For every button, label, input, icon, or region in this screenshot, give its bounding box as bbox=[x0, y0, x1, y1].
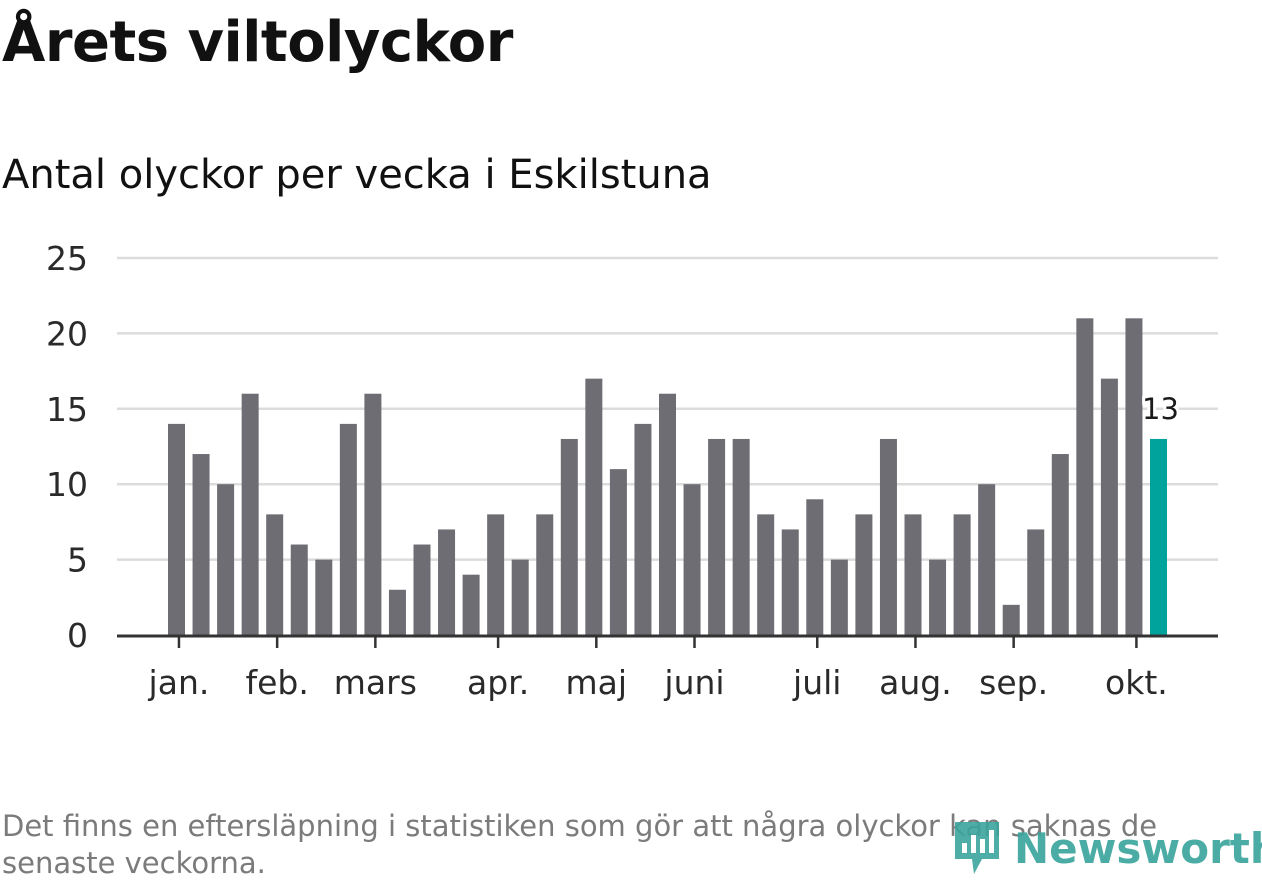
chart-subtitle: Antal olyckor per vecka i Eskilstuna bbox=[2, 152, 712, 198]
y-tick-label: 0 bbox=[67, 616, 88, 655]
bar bbox=[757, 514, 775, 635]
bar-labels: 13 bbox=[1139, 389, 1182, 429]
bar bbox=[487, 514, 505, 635]
bar bbox=[1002, 604, 1020, 635]
bar bbox=[659, 393, 676, 635]
bar bbox=[241, 393, 259, 635]
bar bbox=[904, 514, 922, 635]
bar bbox=[290, 544, 308, 635]
x-tick-label: aug. bbox=[879, 663, 952, 702]
bar bbox=[315, 559, 333, 635]
bar bbox=[413, 544, 431, 635]
bar bbox=[1051, 454, 1069, 635]
bar bbox=[609, 469, 627, 635]
x-tick-label: jan. bbox=[148, 663, 210, 702]
bar bbox=[1027, 529, 1045, 635]
bar-chart: 0 5 10 15 20 25 jan. feb. mars apr. maj juni juli au… bbox=[46, 239, 1218, 702]
y-tick-label: 25 bbox=[46, 239, 88, 278]
bar bbox=[830, 559, 848, 635]
y-tick-label: 10 bbox=[46, 465, 88, 504]
bar bbox=[266, 514, 284, 635]
chart-title: Årets viltolyckor bbox=[2, 10, 513, 75]
bar bbox=[217, 484, 235, 635]
x-tick-label: feb. bbox=[245, 663, 308, 702]
bar bbox=[634, 423, 652, 635]
bar bbox=[953, 514, 971, 635]
bar bbox=[1100, 378, 1118, 635]
logo-text: Newsworthy bbox=[1014, 823, 1262, 873]
bar bbox=[855, 514, 873, 635]
x-tick-label: juni bbox=[663, 663, 724, 702]
bar bbox=[929, 559, 947, 635]
newsworthy-logo: Newsworthy bbox=[952, 818, 1262, 878]
bar bbox=[560, 438, 578, 635]
bar bbox=[879, 438, 897, 635]
x-tick-label: okt. bbox=[1105, 663, 1168, 702]
bar bbox=[339, 423, 357, 635]
bar bbox=[1125, 318, 1143, 635]
y-tick-label: 20 bbox=[46, 314, 88, 353]
highlight-bar-label: 13 bbox=[1142, 392, 1179, 426]
bar bbox=[388, 589, 406, 635]
bar bbox=[1076, 318, 1094, 635]
bar bbox=[168, 423, 185, 635]
bar bbox=[806, 499, 824, 635]
bar bbox=[462, 574, 480, 635]
bars bbox=[168, 318, 1167, 635]
x-tick-label: juli bbox=[792, 663, 841, 702]
x-tick-label: mars bbox=[334, 663, 417, 702]
bar bbox=[536, 514, 554, 635]
bar bbox=[192, 454, 210, 635]
x-tick-label: apr. bbox=[467, 663, 529, 702]
chart-pin-icon bbox=[955, 822, 999, 874]
bar bbox=[364, 393, 382, 635]
bar bbox=[1150, 438, 1167, 635]
bar bbox=[978, 484, 996, 635]
bar bbox=[781, 529, 799, 635]
bar bbox=[683, 484, 701, 635]
y-tick-label: 15 bbox=[46, 390, 88, 429]
bar bbox=[511, 559, 529, 635]
x-tick-label: sep. bbox=[979, 663, 1048, 702]
bar bbox=[438, 529, 456, 635]
bar bbox=[732, 438, 750, 635]
bar bbox=[585, 378, 603, 635]
x-tick-label: maj bbox=[566, 663, 628, 702]
x-axis: jan. feb. mars apr. maj juni juli aug. sep. okt. bbox=[117, 634, 1218, 702]
bar bbox=[708, 438, 726, 635]
y-axis-ticks: 0 5 10 15 20 25 bbox=[46, 239, 88, 655]
y-tick-label: 5 bbox=[67, 541, 88, 580]
